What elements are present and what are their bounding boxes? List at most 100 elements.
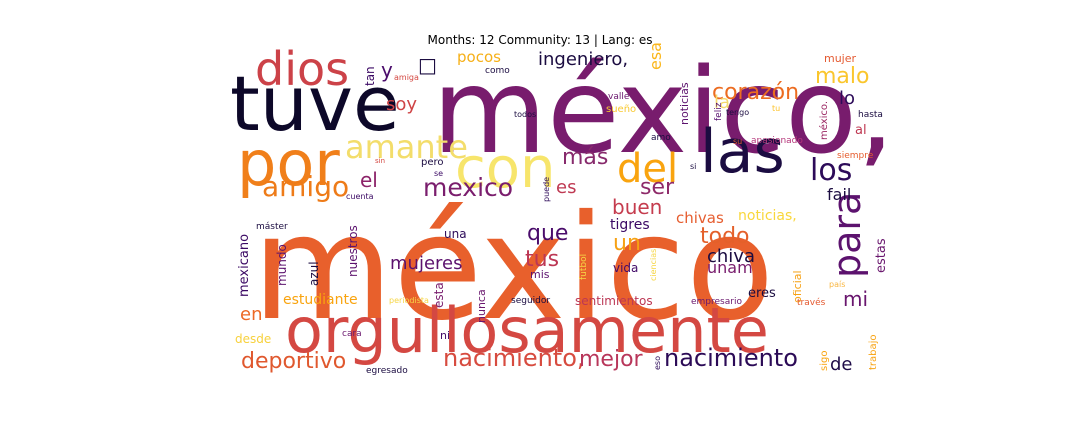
- word-cloud-word: mi: [843, 287, 868, 311]
- word-cloud-word: estudiante: [283, 292, 358, 308]
- word-cloud-word: amigo: [262, 170, 349, 203]
- word-cloud-word: si: [690, 162, 696, 171]
- word-cloud-word: el: [360, 168, 378, 192]
- word-cloud-word: amo: [651, 133, 671, 143]
- word-cloud-word: en: [240, 304, 262, 325]
- word-cloud-word: su: [733, 137, 742, 146]
- word-cloud-word: nuestros: [346, 225, 360, 277]
- word-cloud-word: ciencias: [649, 249, 658, 281]
- word-cloud-word: vida: [613, 261, 638, 275]
- word-cloud-word: oficial: [791, 270, 804, 303]
- word-cloud-word: todos: [514, 110, 536, 119]
- word-cloud-word: máster: [256, 222, 288, 232]
- word-cloud-word: una: [444, 227, 467, 241]
- word-cloud-word: mis: [530, 268, 550, 281]
- word-cloud-word: orgullosamente: [285, 294, 769, 367]
- word-cloud-word: fail: [827, 185, 851, 204]
- word-cloud-word: tus: [525, 247, 559, 272]
- word-cloud-word: cara: [342, 329, 362, 339]
- word-cloud-word: puede: [542, 177, 551, 202]
- word-cloud-word: sentimientos: [575, 294, 653, 308]
- word-cloud-word: cuenta: [346, 192, 374, 201]
- word-cloud-word: estas: [874, 238, 889, 273]
- word-cloud-word: hasta: [858, 110, 883, 120]
- word-cloud-word: ser: [640, 175, 675, 200]
- word-cloud-word: un: [613, 231, 641, 256]
- word-cloud-word: como: [485, 66, 510, 76]
- word-cloud-word: soy: [386, 94, 417, 115]
- word-cloud-word: malo: [815, 64, 869, 89]
- word-cloud-word: chivas: [676, 209, 724, 227]
- word-cloud-word: al: [855, 123, 867, 138]
- word-cloud-word: tu: [772, 104, 780, 113]
- word-cloud-word: mejor: [579, 347, 644, 372]
- word-cloud-word: través: [797, 297, 826, 308]
- word-cloud-word: mundo: [275, 244, 289, 286]
- word-cloud-word: desde: [235, 332, 271, 346]
- word-cloud-word: mexicano: [237, 234, 252, 297]
- word-cloud-word: eres: [748, 286, 776, 301]
- word-cloud-word: con: [455, 136, 556, 201]
- word-cloud-word: buen: [612, 195, 662, 219]
- word-cloud-word: mujeres: [390, 253, 462, 274]
- word-cloud-word: méxico,: [432, 42, 895, 180]
- word-cloud-word: por: [237, 127, 340, 200]
- word-cloud-word: ingeniero,: [538, 49, 628, 70]
- word-cloud-word: nunca: [475, 289, 488, 323]
- word-cloud-word: chiva: [707, 246, 755, 267]
- word-cloud-word: siempre: [837, 151, 874, 161]
- word-cloud-word: corazón: [712, 80, 799, 105]
- word-cloud-word: noticias,: [738, 208, 797, 224]
- word-cloud-word: más: [562, 145, 608, 170]
- word-cloud-word: lo: [839, 88, 855, 109]
- word-cloud-word: feliz: [714, 102, 724, 121]
- word-cloud-word: amiga: [394, 73, 419, 82]
- word-cloud-word: eso: [653, 356, 662, 370]
- word-cloud-word: amante: [345, 128, 468, 166]
- word-cloud-word: nacimiento: [664, 344, 798, 372]
- word-cloud-word: trabajo: [868, 334, 879, 370]
- word-cloud-word: unam: [707, 258, 753, 277]
- word-cloud-word: sigo: [819, 351, 830, 371]
- word-cloud-word: sueño: [606, 104, 636, 115]
- word-cloud-word: méxico.: [818, 101, 830, 140]
- word-cloud-word: de: [830, 354, 853, 375]
- word-cloud-word: periodista: [389, 296, 429, 305]
- word-cloud-word: mexico: [423, 173, 513, 202]
- word-cloud-word: mujer: [824, 52, 857, 65]
- word-cloud-word: sin: [375, 157, 385, 165]
- word-cloud-word: todo: [700, 224, 750, 249]
- word-cloud-word: que: [527, 221, 568, 246]
- plot-title: Months: 12 Community: 13 | Lang: es: [427, 33, 653, 47]
- word-cloud-word: para: [825, 192, 869, 278]
- word-cloud-word: □: [418, 53, 437, 77]
- word-cloud-word: y: [381, 58, 393, 82]
- word-cloud-word: los: [810, 153, 852, 188]
- word-cloud-word: valle: [608, 92, 630, 102]
- word-cloud-word: futbol: [579, 254, 589, 280]
- word-cloud-word: egresado: [366, 366, 408, 376]
- word-cloud-word: apasionado: [751, 136, 803, 146]
- word-cloud-word: esa: [646, 42, 665, 70]
- word-cloud-word: pocos: [457, 48, 501, 66]
- word-cloud-word: país: [829, 280, 845, 289]
- word-cloud-word: pero: [421, 157, 444, 168]
- word-cloud-word: tengo: [726, 108, 749, 117]
- word-cloud-word: esta: [432, 282, 446, 308]
- word-cloud-word: la: [714, 92, 730, 113]
- word-cloud-word: azul: [307, 261, 321, 286]
- word-cloud-word: nacimiento,: [443, 344, 585, 372]
- word-cloud-word: del: [617, 146, 678, 192]
- word-cloud-word: méxico: [252, 184, 774, 353]
- word-cloud-word: empresario: [691, 297, 742, 307]
- word-cloud-word: dios: [255, 42, 349, 96]
- word-cloud-word: tigres: [610, 217, 650, 233]
- word-cloud-word: es: [556, 177, 576, 198]
- word-cloud-word: las: [700, 117, 785, 187]
- word-cloud-word: deportivo: [241, 349, 346, 374]
- word-cloud-word: ni: [440, 329, 450, 342]
- word-cloud-word: tuve: [230, 59, 400, 148]
- word-cloud-word: noticias: [678, 82, 691, 125]
- word-cloud-word: tan: [363, 66, 377, 86]
